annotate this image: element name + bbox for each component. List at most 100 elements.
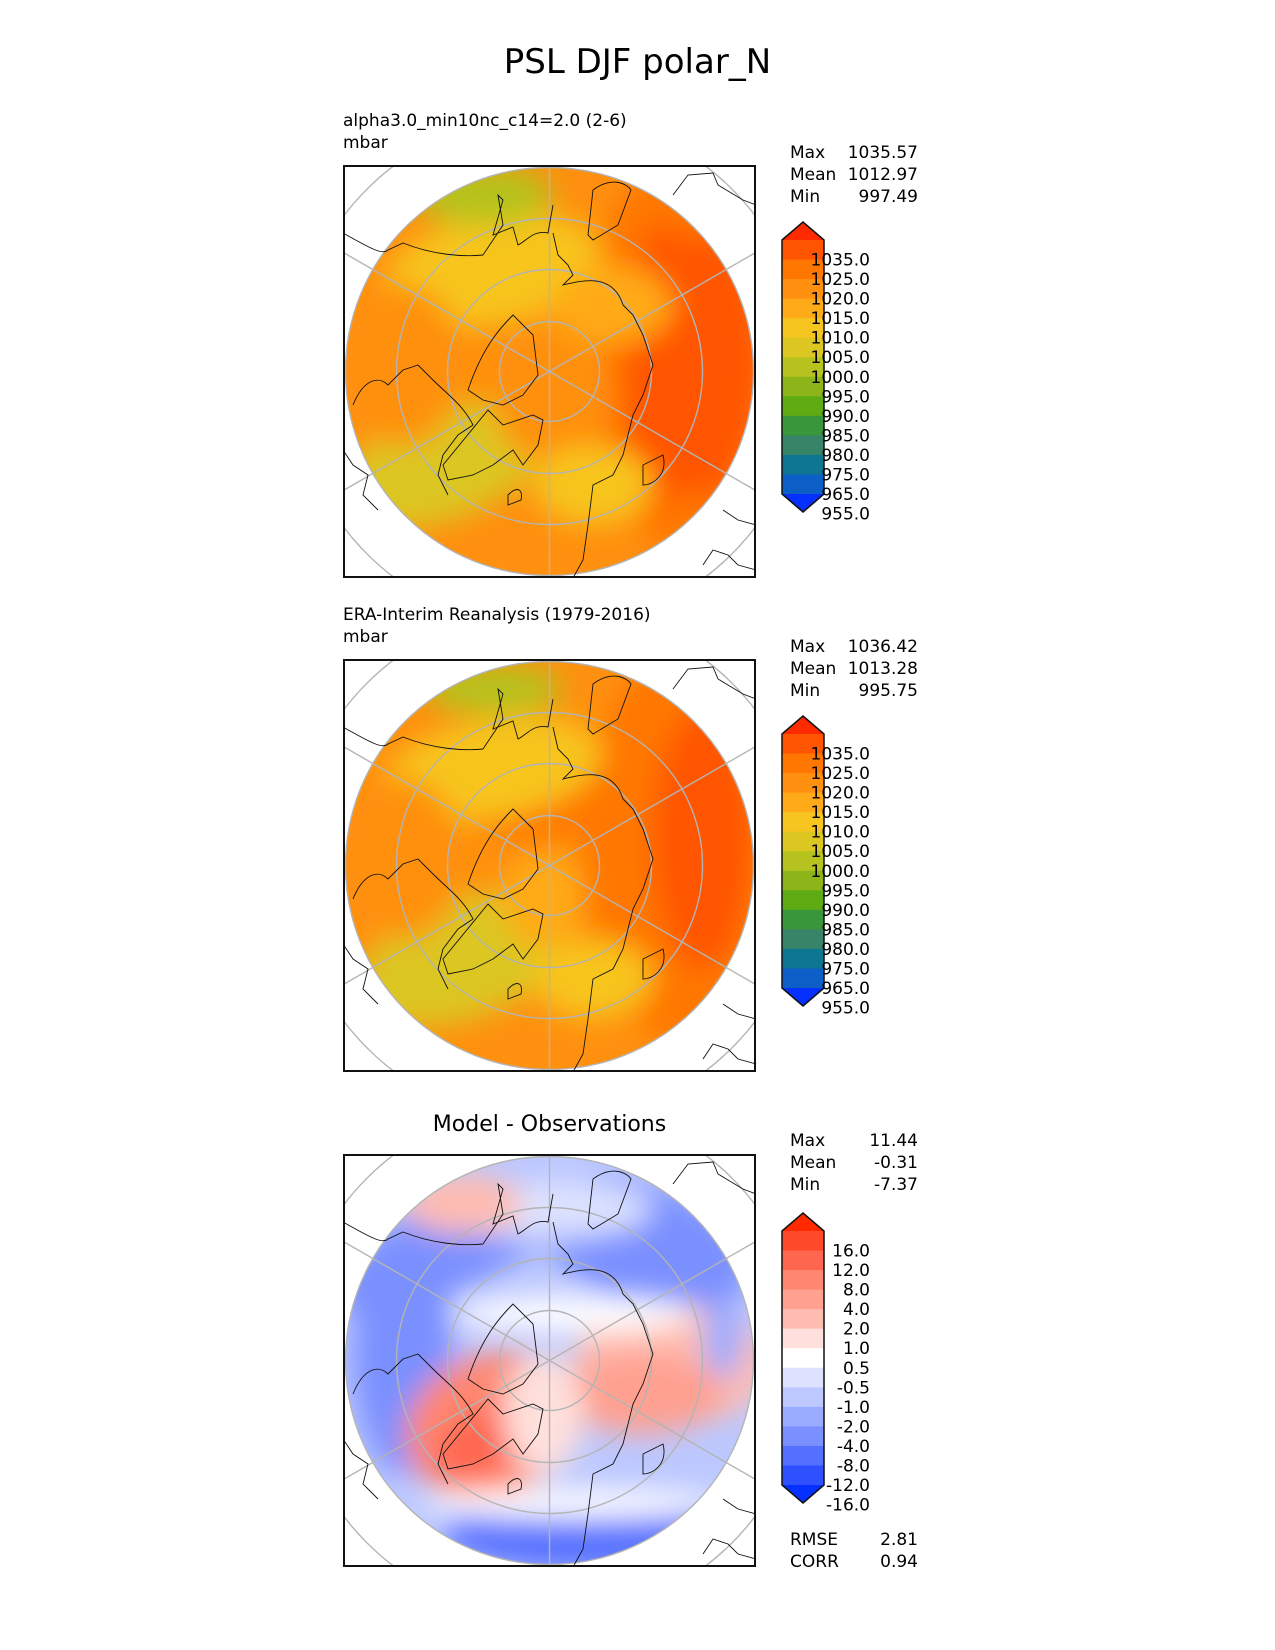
coastline <box>507 1478 522 1495</box>
colorbar-tick-label: 1015.0 <box>811 803 870 823</box>
colorbar-extend-min <box>782 494 824 512</box>
stat-max: Max 1035.57 <box>790 143 918 163</box>
coastline <box>343 1438 379 1500</box>
colorbar-tick-label: 1020.0 <box>811 784 870 804</box>
coastline <box>672 1161 756 1195</box>
coastline <box>467 314 539 406</box>
colorbar-swatch <box>782 929 824 950</box>
coastline <box>722 1003 756 1020</box>
colorbar-tick-label: 1025.0 <box>811 764 870 784</box>
colorbar-swatch <box>782 1387 824 1408</box>
meridian-line <box>343 1240 550 1362</box>
colorbar-swatch <box>782 1426 824 1447</box>
panel-2-stats: Max 1036.42 Mean 1013.28 Min 995.75 <box>790 636 918 702</box>
colorbar-swatch <box>782 968 824 989</box>
colorbar-tick-label: 1020.0 <box>811 290 870 310</box>
panel-3-stats: Max 11.44 Mean -0.31 Min -7.37 <box>790 1130 918 1196</box>
colorbar-swatch <box>782 1231 824 1252</box>
metric-rmse: RMSE 2.81 <box>790 1530 918 1550</box>
coastline <box>587 1170 632 1230</box>
coastline <box>642 1443 665 1475</box>
meridian-line <box>343 1359 550 1481</box>
colorbar-swatch <box>782 773 824 794</box>
figure-title: PSL DJF polar_N <box>503 42 772 82</box>
meridian-line <box>343 251 550 373</box>
coastline <box>467 1303 539 1395</box>
meridian-line <box>549 370 756 492</box>
colorbar-swatch <box>782 812 824 833</box>
colorbar-tick-label: -8.0 <box>837 1456 870 1476</box>
colorbar-tick-label: 965.0 <box>821 979 870 999</box>
colorbar-swatch <box>782 1250 824 1271</box>
coastline <box>552 726 654 1072</box>
colorbar-tick-label: 1010.0 <box>811 329 870 349</box>
coastline <box>702 549 756 571</box>
coastline <box>442 903 544 975</box>
colorbar-swatch <box>782 435 824 456</box>
meridian-line <box>549 864 756 986</box>
colorbar-swatch <box>782 734 824 755</box>
colorbar-tick-label: 995.0 <box>821 387 870 407</box>
colorbar-extend-min <box>782 1485 824 1503</box>
colorbar-swatch <box>782 1465 824 1486</box>
colorbar-extend-min <box>782 988 824 1006</box>
field-contour <box>413 167 553 225</box>
field-contour <box>703 1299 743 1379</box>
colorbar-tick-label: -12.0 <box>826 1476 870 1496</box>
colorbar-tick-label: 1010.0 <box>811 823 870 843</box>
field-contour <box>345 779 463 939</box>
colorbar-tick-label: -1.0 <box>837 1398 870 1418</box>
map-frame <box>343 165 756 578</box>
colorbar-tick-label: 980.0 <box>821 940 870 960</box>
coastline <box>507 489 522 506</box>
colorbar-swatch <box>782 831 824 852</box>
colorbar-swatch <box>782 1348 824 1369</box>
colorbar-tick-label: 965.0 <box>821 485 870 505</box>
stat-min: Min 995.75 <box>790 681 918 701</box>
stat-min: Min 997.49 <box>790 187 918 207</box>
panel-1-colorbar: 1035.01025.01020.01015.01010.01005.01000… <box>781 221 870 525</box>
panel-3-title: Model - Observations <box>432 1112 667 1137</box>
colorbar-swatch <box>782 1270 824 1291</box>
colorbar-swatch <box>782 1367 824 1388</box>
graticule <box>343 659 756 1072</box>
meridian-line <box>343 370 550 492</box>
coastline <box>642 948 665 980</box>
colorbar-outline <box>781 715 825 1007</box>
stat-max: Max 11.44 <box>790 1131 918 1151</box>
meridian-line <box>549 251 756 373</box>
field-contour <box>384 212 602 328</box>
colorbar-tick-label: -0.5 <box>837 1378 870 1398</box>
coastline <box>552 232 654 578</box>
panel-1-map <box>343 165 756 578</box>
colorbar-tick-label: -16.0 <box>826 1496 870 1516</box>
panel-3-metrics: RMSE 2.81 CORR 0.94 <box>790 1529 918 1573</box>
colorbar-swatch <box>782 396 824 417</box>
meridian-line <box>549 745 756 867</box>
coastline <box>507 983 522 1000</box>
panel-1-units: mbar <box>343 133 388 153</box>
coastline <box>343 193 554 257</box>
colorbar-tick-label: 985.0 <box>821 426 870 446</box>
colorbar-tick-label: 1035.0 <box>811 745 870 765</box>
graticule <box>343 165 756 578</box>
coastline <box>352 1353 474 1485</box>
colorbar-swatch <box>782 870 824 891</box>
coastline <box>343 1182 554 1246</box>
coastline <box>467 808 539 900</box>
panel-1-title: alpha3.0_min10nc_c14=2.0 (2-6) <box>343 111 627 131</box>
stat-min: Min -7.37 <box>790 1175 918 1195</box>
field-contour <box>403 1174 523 1234</box>
colorbar-tick-label: 16.0 <box>832 1242 870 1262</box>
field-contour <box>503 849 583 949</box>
colorbar-extend-max <box>782 222 824 240</box>
field-contour <box>423 664 563 714</box>
colorbar-tick-label: 975.0 <box>821 465 870 485</box>
colorbar-tick-label: 12.0 <box>832 1261 870 1281</box>
coastline <box>702 1538 756 1560</box>
colorbar-swatch <box>782 1445 824 1466</box>
stat-max: Max 1036.42 <box>790 637 918 657</box>
colorbar-swatch <box>782 909 824 930</box>
field-contour <box>453 1296 693 1332</box>
meridian-line <box>549 1359 756 1481</box>
